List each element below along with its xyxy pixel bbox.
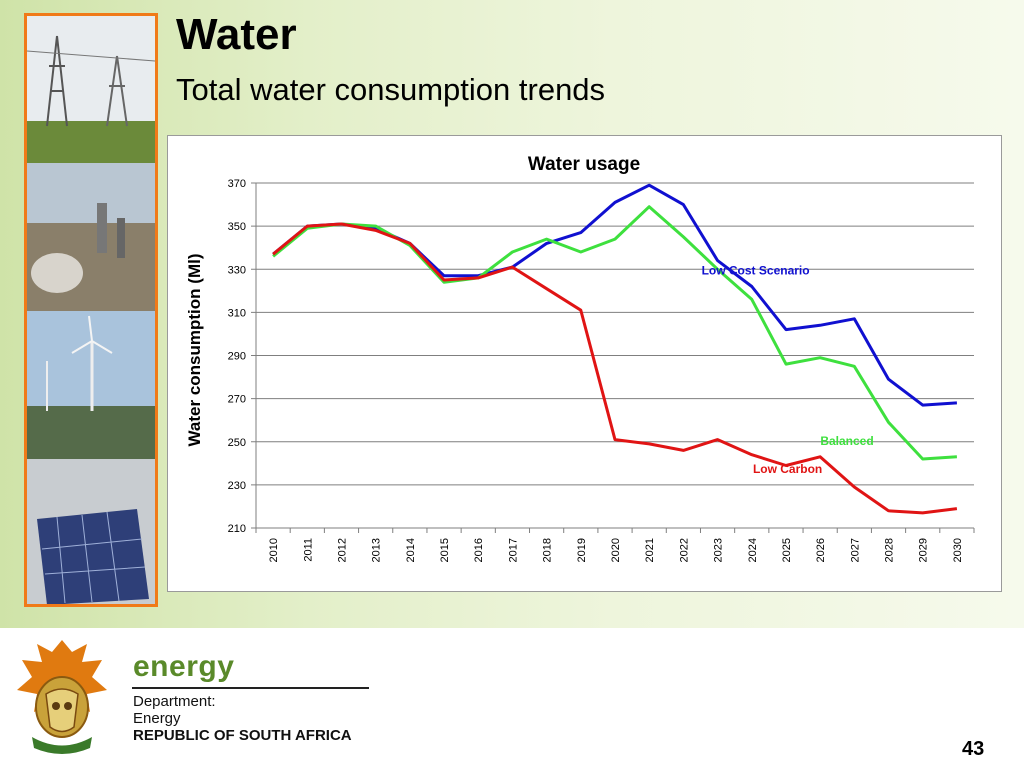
solar-panel-photo bbox=[27, 459, 155, 604]
series-line-low-cost-scenario bbox=[272, 183, 957, 407]
y-tick-label: 270 bbox=[228, 394, 246, 406]
x-tick-label: 2017 bbox=[507, 538, 519, 562]
page-number: 43 bbox=[962, 738, 985, 760]
x-tick-label: 2020 bbox=[610, 538, 622, 562]
coat-of-arms-logo bbox=[17, 640, 107, 754]
series-line-balanced bbox=[272, 205, 957, 461]
brand-wordmark: energy bbox=[133, 650, 235, 683]
x-tick-label: 2027 bbox=[849, 538, 861, 562]
y-axis-label: Water consumption (Ml) bbox=[185, 254, 204, 447]
footer-divider bbox=[132, 687, 369, 689]
y-tick-label: 210 bbox=[228, 523, 246, 535]
x-tick-label: 2019 bbox=[576, 538, 588, 562]
dept-line-3: REPUBLIC OF SOUTH AFRICA bbox=[133, 727, 352, 744]
x-tick-label: 2023 bbox=[713, 538, 725, 562]
y-tick-label: 310 bbox=[228, 307, 246, 319]
chart-title: Water usage bbox=[528, 154, 640, 175]
wind-turbines-photo bbox=[27, 311, 155, 459]
x-tick-label: 2015 bbox=[439, 538, 451, 562]
refinery-photo bbox=[27, 163, 155, 311]
x-tick-label: 2026 bbox=[815, 538, 827, 562]
photo-strip bbox=[24, 13, 158, 607]
series-label-low-carbon: Low Carbon bbox=[753, 462, 822, 476]
y-tick-label: 370 bbox=[228, 178, 246, 190]
x-tick-label: 2018 bbox=[542, 538, 554, 562]
x-tick-label: 2013 bbox=[371, 538, 383, 562]
x-tick-label: 2010 bbox=[268, 538, 280, 562]
x-tick-label: 2021 bbox=[644, 538, 656, 562]
water-usage-chart: Water usage Water consumption (Ml) 210 23… bbox=[185, 154, 975, 562]
x-tick-label: 2022 bbox=[678, 538, 690, 562]
pylon-photo bbox=[27, 16, 155, 163]
x-tick-label: 2029 bbox=[918, 538, 930, 562]
slide-title: Water bbox=[176, 10, 297, 59]
x-tick-label: 2012 bbox=[336, 538, 348, 562]
dept-line-1: Department: bbox=[133, 693, 216, 710]
series-line-low-carbon bbox=[272, 222, 958, 515]
series-label-balanced: Balanced bbox=[820, 434, 873, 448]
y-tick-label: 330 bbox=[228, 264, 246, 276]
y-tick-label: 350 bbox=[228, 221, 246, 233]
y-tick-label: 250 bbox=[228, 437, 246, 449]
x-tick-label: 2028 bbox=[884, 538, 896, 562]
slide-subtitle: Total water consumption trends bbox=[176, 72, 606, 107]
x-tick-label: 2030 bbox=[952, 538, 964, 562]
x-tick-label: 2014 bbox=[405, 538, 417, 562]
x-tick-label: 2011 bbox=[302, 538, 314, 562]
x-tick-label: 2025 bbox=[781, 538, 793, 562]
x-tick-label: 2024 bbox=[747, 538, 759, 562]
y-tick-label: 290 bbox=[228, 351, 246, 363]
y-tick-label: 230 bbox=[228, 480, 246, 492]
chart-frame: Water usage Water consumption (Ml) 210 23… bbox=[167, 135, 1002, 592]
series-label-low-cost-scenario: Low Cost Scenario bbox=[702, 263, 810, 277]
dept-line-2: Energy bbox=[133, 710, 181, 727]
x-tick-label: 2016 bbox=[473, 538, 485, 562]
